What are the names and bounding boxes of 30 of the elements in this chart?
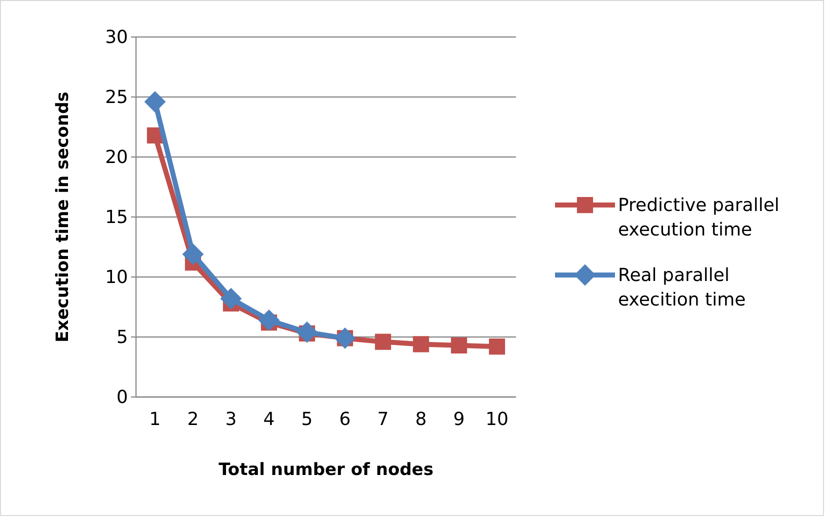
y-axis-title: Execution time in seconds — [53, 92, 73, 342]
x-tick-label: 8 — [415, 409, 427, 430]
y-tick-label: 15 — [105, 206, 128, 228]
y-tick-label: 20 — [105, 146, 128, 168]
y-tick-label: 25 — [105, 86, 128, 108]
point — [296, 321, 318, 343]
y-tick-label: 5 — [116, 326, 128, 348]
x-tick-label: 6 — [339, 409, 351, 430]
y-tick-label: 30 — [105, 26, 128, 48]
x-tick-label: 5 — [301, 409, 313, 430]
point — [488, 338, 506, 355]
x-tick-label: 4 — [263, 409, 275, 430]
x-axis-title: Total number of nodes — [218, 460, 434, 480]
x-tick-label: 1 — [149, 409, 161, 430]
x-tick-label: 10 — [486, 409, 508, 430]
y-tick-label: 0 — [116, 386, 128, 408]
legend-label: Predictive parallel execution time — [618, 195, 780, 240]
legend-label: Real parallel execition time — [618, 265, 746, 310]
point — [450, 337, 468, 354]
x-tick-label: 2 — [187, 409, 199, 430]
point — [412, 336, 430, 352]
point — [374, 334, 392, 350]
point — [182, 243, 204, 265]
y-tick-label: 10 — [105, 266, 128, 288]
x-tick-label: 3 — [225, 409, 237, 430]
point — [258, 309, 280, 331]
x-tick-label: 7 — [377, 409, 389, 430]
point — [144, 91, 166, 113]
point — [220, 288, 242, 310]
x-tick-label: 9 — [453, 409, 465, 430]
